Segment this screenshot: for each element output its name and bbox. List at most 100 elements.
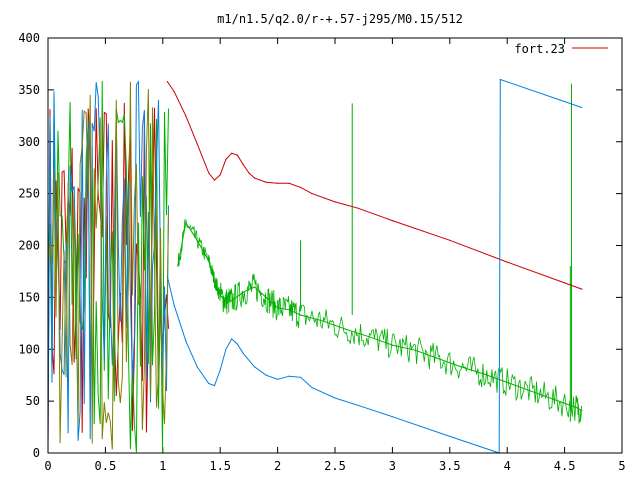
data-point <box>254 177 256 179</box>
series-2 <box>166 78 583 454</box>
x-tick-label: 2.5 <box>324 459 346 473</box>
data-point <box>177 265 179 267</box>
data-point <box>449 239 451 241</box>
data-point <box>196 366 198 368</box>
data-point <box>334 201 336 203</box>
data-point <box>311 193 313 195</box>
data-point <box>483 373 485 375</box>
clutter-trace <box>47 81 169 450</box>
data-point <box>254 366 256 368</box>
data-point <box>254 286 256 288</box>
data-point <box>242 352 244 354</box>
data-point <box>391 344 393 346</box>
data-point <box>208 172 210 174</box>
data-point <box>345 328 348 331</box>
data-point <box>265 181 267 183</box>
series-0 <box>166 81 583 290</box>
data-point <box>300 314 302 316</box>
data-point <box>213 179 216 181</box>
y-tick-label: 350 <box>18 83 40 97</box>
data-point <box>391 416 393 418</box>
data-point <box>311 387 313 389</box>
data-point <box>277 307 279 309</box>
data-point <box>575 406 577 408</box>
y-tick-label: 250 <box>18 187 40 201</box>
x-tick-label: 2 <box>274 459 281 473</box>
data-point <box>581 288 583 290</box>
data-point <box>288 375 290 377</box>
data-point <box>225 300 227 303</box>
data-point <box>564 282 566 284</box>
series-line <box>166 78 582 454</box>
x-tick-label: 0.5 <box>95 459 117 473</box>
plot-frame <box>47 37 623 454</box>
data-point <box>219 294 221 296</box>
noisy-left-region <box>47 79 582 454</box>
data-point <box>460 366 462 368</box>
chart-title: m1/n1.5/q2.0/r-+.57-j295/M0.15/512 <box>217 12 463 26</box>
x-tick-label: 0 <box>44 459 51 473</box>
data-point <box>231 299 233 302</box>
data-point <box>334 397 336 399</box>
y-tick-label: 0 <box>33 446 40 460</box>
data-point <box>208 260 210 262</box>
data-point <box>391 220 393 222</box>
y-tick-label: 200 <box>18 239 40 253</box>
data-point <box>185 115 187 117</box>
data-point <box>288 182 290 184</box>
data-point <box>449 435 451 437</box>
y-tick-label: 100 <box>18 342 40 356</box>
data-point <box>581 106 583 109</box>
data-point <box>213 385 216 387</box>
x-tick-label: 1 <box>159 459 166 473</box>
data-point <box>173 91 175 93</box>
green-noise <box>177 219 582 424</box>
data-point <box>213 279 216 281</box>
legend-label: fort.23 <box>514 42 565 56</box>
data-point <box>219 369 221 371</box>
data-point <box>231 152 233 154</box>
data-point <box>219 174 221 176</box>
x-tick-label: 5 <box>618 459 625 473</box>
data-point <box>277 182 279 184</box>
series-line <box>166 81 582 290</box>
data-point <box>357 404 359 406</box>
data-point <box>242 291 244 293</box>
data-point <box>236 154 238 156</box>
data-point <box>208 382 210 385</box>
data-point <box>552 398 554 400</box>
data-point <box>173 305 175 307</box>
data-point <box>322 320 325 322</box>
data-point <box>231 338 233 340</box>
x-tick-label: 3 <box>389 459 396 473</box>
data-point <box>196 239 198 241</box>
data-point <box>414 349 416 351</box>
data-point <box>300 376 302 378</box>
data-point <box>529 390 531 392</box>
data-point <box>265 374 267 376</box>
data-point <box>236 343 238 345</box>
clutter-trace <box>47 79 169 446</box>
data-point <box>300 186 302 188</box>
data-point <box>288 309 290 311</box>
data-point <box>196 143 198 145</box>
data-point <box>581 409 583 412</box>
series-line <box>177 221 583 411</box>
x-tick-label: 3.5 <box>439 459 461 473</box>
data-point <box>368 336 370 338</box>
legend: fort.23 <box>514 42 608 56</box>
data-point <box>506 381 508 383</box>
data-point <box>499 78 501 81</box>
y-tick-label: 300 <box>18 135 40 149</box>
y-tick-label: 400 <box>18 31 40 45</box>
y-tick-label: 150 <box>18 290 40 304</box>
data-point <box>265 296 267 298</box>
data-point <box>506 261 508 263</box>
y-tick-label: 50 <box>26 394 40 408</box>
series-layer <box>166 78 583 454</box>
x-tick-label: 4.5 <box>554 459 576 473</box>
data-point <box>225 158 227 160</box>
data-point <box>166 81 168 83</box>
x-tick-label: 4 <box>504 459 511 473</box>
data-point <box>242 164 244 166</box>
